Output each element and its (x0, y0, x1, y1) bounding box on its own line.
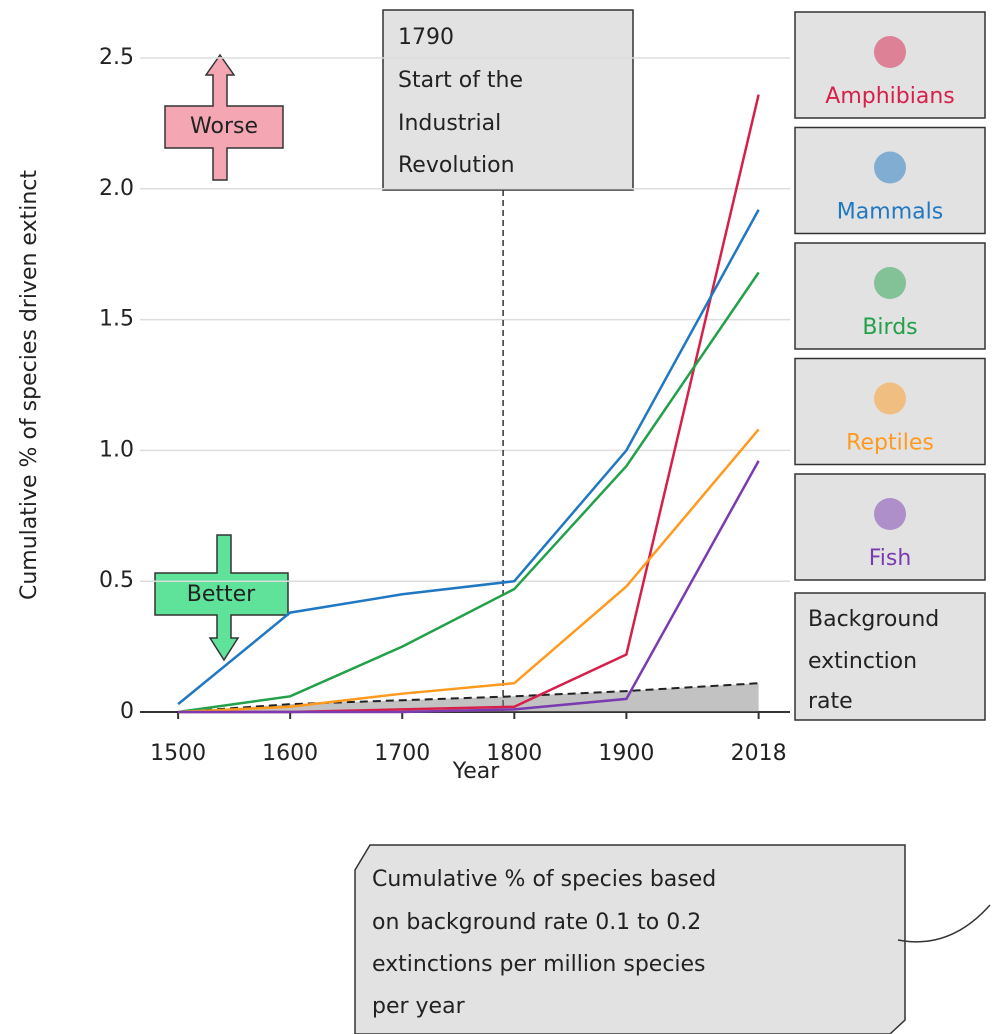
legend-label: Amphibians (825, 84, 954, 109)
background-box (794, 592, 986, 721)
note-connector (897, 904, 991, 943)
event-text: Industrial (398, 111, 501, 136)
y-tick-label: 0 (120, 699, 134, 724)
y-axis-label: Cumulative % of species driven extinct (17, 170, 42, 600)
y-tick-label: 0.5 (99, 568, 134, 593)
background-label: rate (808, 689, 853, 714)
x-tick-label: 2018 (731, 741, 787, 766)
y-tick-label: 1.0 (99, 437, 134, 462)
event-text: Start of the (398, 68, 523, 93)
note-text: extinctions per million species (372, 952, 706, 977)
x-tick-label: 1900 (598, 741, 654, 766)
event-year: 1790 (398, 25, 454, 50)
x-axis-label: Year (452, 759, 501, 784)
legend-icon (874, 36, 906, 68)
note-text: per year (372, 994, 466, 1019)
x-tick-label: 1500 (150, 741, 206, 766)
worse-arrow (164, 53, 284, 181)
event-text: Revolution (398, 153, 515, 178)
x-tick-label: 1600 (262, 741, 318, 766)
legend-label: Reptiles (846, 431, 934, 456)
y-tick-label: 2.0 (99, 176, 134, 201)
legend-icon (874, 382, 906, 415)
better-arrow (154, 534, 289, 662)
background-label: extinction (808, 649, 917, 674)
series-line (178, 460, 760, 714)
x-tick-label: 1700 (374, 741, 430, 766)
series-line (177, 209, 760, 706)
y-tick-label: 2.5 (99, 45, 134, 70)
background-label: Background (808, 607, 939, 632)
series-line (177, 271, 760, 714)
legend-icon (874, 498, 906, 530)
x-tick-label: 1800 (486, 741, 542, 766)
event-box (382, 9, 634, 191)
background-line (178, 682, 759, 713)
note-text: Cumulative % of species based (372, 867, 716, 892)
legend-label: Fish (869, 546, 912, 571)
series-line (178, 428, 760, 714)
legend-label: Birds (862, 315, 917, 340)
legend-icon (874, 151, 906, 184)
better-label: Better (187, 582, 256, 607)
worse-label: Worse (190, 114, 258, 139)
legend-label: Mammals (837, 200, 943, 225)
y-tick-label: 1.5 (99, 307, 134, 332)
legend-icon (874, 267, 906, 299)
background-area (178, 683, 759, 712)
note-box (354, 844, 906, 1034)
note-text: on background rate 0.1 to 0.2 (372, 910, 701, 935)
